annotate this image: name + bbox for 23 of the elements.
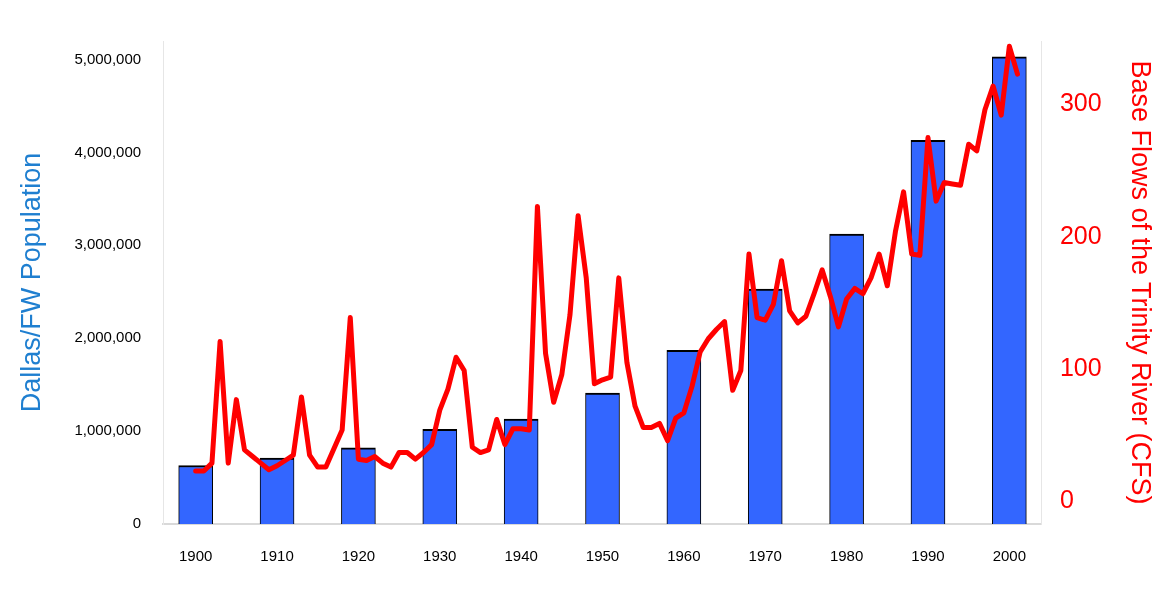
x-tick-label: 1930 bbox=[423, 547, 457, 565]
y-tick-label: 0 bbox=[132, 514, 142, 532]
x-tick-label: 1980 bbox=[829, 547, 864, 565]
y-tick-label: 1,000,000 bbox=[74, 421, 142, 439]
y2-tick-label: 100 bbox=[1059, 353, 1102, 382]
x-tick-label: 1900 bbox=[178, 547, 213, 565]
y-tick-label: 5,000,000 bbox=[74, 49, 142, 67]
y-axis-title: Dallas/FW Population bbox=[15, 152, 46, 413]
y-tick-label: 3,000,000 bbox=[74, 235, 142, 253]
y-tick-label: 2,000,000 bbox=[74, 328, 142, 346]
y2-axis-title: Base Flows of the Trinity River (CFS) bbox=[1126, 60, 1157, 505]
y2-tick-label: 0 bbox=[1059, 485, 1074, 514]
x-tick-label: 1970 bbox=[748, 547, 782, 565]
x-tick-label: 1950 bbox=[585, 547, 620, 565]
x-tick-label: 1960 bbox=[667, 547, 701, 565]
x-tick-label: 2000 bbox=[992, 547, 1027, 565]
y-tick-label: 4,000,000 bbox=[74, 142, 142, 160]
x-tick-label: 1990 bbox=[911, 547, 945, 565]
y2-tick-label: 300 bbox=[1059, 88, 1102, 117]
y2-tick-label: 200 bbox=[1059, 220, 1102, 249]
x-tick-label: 1920 bbox=[341, 547, 376, 565]
x-tick-label: 1940 bbox=[504, 547, 538, 565]
x-tick-label: 1910 bbox=[260, 547, 294, 565]
